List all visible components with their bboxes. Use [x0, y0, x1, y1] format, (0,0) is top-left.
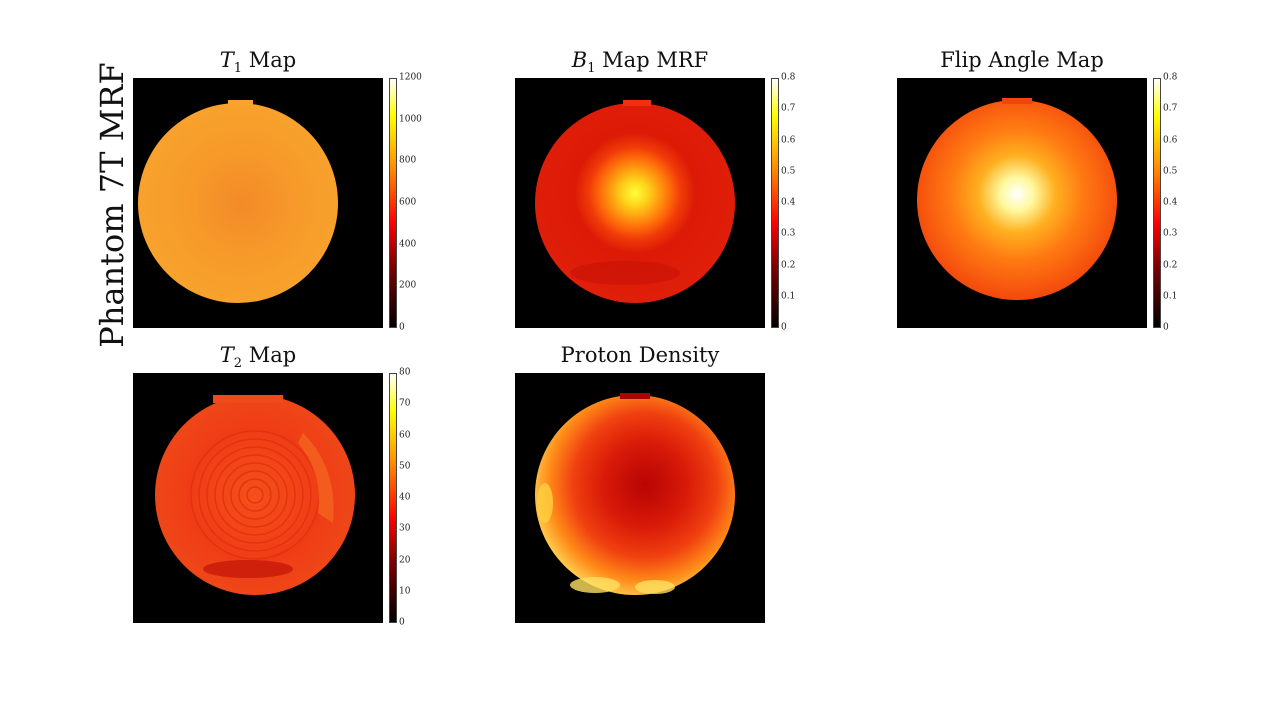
t2-colorbar-ticks: 80 70 60 50 40 30 20 10 0 [399, 368, 439, 627]
b1-map-image [515, 78, 765, 328]
colorbar-tick: 0.7 [1163, 103, 1178, 114]
colorbar-tick: 20 [399, 555, 411, 565]
t2-map-title: T2 Map [219, 343, 297, 372]
colorbar-tick: 0.5 [781, 166, 796, 177]
colorbar-tick: 600 [399, 197, 417, 208]
colorbar-tick: 800 [399, 155, 417, 166]
colorbar-tick: 70 [399, 398, 411, 409]
t2-colorbar [389, 373, 397, 623]
colorbar-tick: 0.6 [1163, 135, 1178, 145]
colorbar-tick: 0.7 [781, 103, 796, 114]
proton-density-phantom-disc [535, 395, 735, 595]
colorbar-tick: 0 [781, 322, 787, 333]
colorbar-tick: 0.8 [1163, 72, 1178, 83]
flip-phantom-disc [917, 100, 1117, 300]
colorbar-tick: 10 [399, 586, 411, 597]
colorbar-tick: 60 [399, 430, 411, 440]
proton-density-title: Proton Density [560, 343, 720, 367]
proton-density-image [515, 373, 765, 623]
b1-phantom-disc [535, 103, 735, 303]
b1-colorbar [771, 78, 779, 328]
row-label: Phantom 7T MRF [93, 62, 131, 348]
t1-colorbar [389, 78, 397, 328]
t1-colorbar-ticks: 1200 1000 800 600 400 200 0 [399, 73, 439, 332]
colorbar-tick: 1000 [399, 114, 422, 125]
colorbar-tick: 0 [399, 617, 405, 628]
t1-phantom-disc [138, 103, 338, 303]
colorbar-tick: 0.2 [1163, 260, 1178, 270]
colorbar-tick: 1200 [399, 72, 422, 83]
colorbar-tick: 0.4 [1163, 197, 1178, 208]
flip-angle-colorbar-ticks: 0.8 0.7 0.6 0.5 0.4 0.3 0.2 0.1 0 [1163, 73, 1203, 332]
colorbar-tick: 80 [399, 367, 411, 378]
colorbar-tick: 0.4 [781, 197, 796, 208]
colorbar-tick: 0.6 [781, 135, 796, 145]
t2-map-image [133, 373, 383, 623]
colorbar-tick: 0.2 [781, 260, 796, 270]
colorbar-tick: 40 [399, 492, 411, 503]
colorbar-tick: 0 [1163, 322, 1169, 333]
colorbar-tick: 0.1 [781, 291, 796, 302]
colorbar-tick: 0.3 [781, 228, 796, 239]
colorbar-tick: 0 [399, 322, 405, 333]
colorbar-tick: 30 [399, 523, 411, 534]
flip-angle-colorbar [1153, 78, 1161, 328]
colorbar-tick: 50 [399, 461, 411, 472]
t1-map-image [133, 78, 383, 328]
b1-map-title: B1 Map MRF [571, 48, 709, 77]
colorbar-tick: 0.1 [1163, 291, 1178, 302]
flip-angle-map-title: Flip Angle Map [940, 48, 1104, 72]
t1-map-title: T1 Map [219, 48, 297, 77]
flip-angle-map-image [897, 78, 1147, 328]
b1-colorbar-ticks: 0.8 0.7 0.6 0.5 0.4 0.3 0.2 0.1 0 [781, 73, 821, 332]
colorbar-tick: 0.3 [1163, 228, 1178, 239]
colorbar-tick: 200 [399, 280, 417, 291]
colorbar-tick: 0.5 [1163, 166, 1178, 177]
colorbar-tick: 0.8 [781, 72, 796, 83]
colorbar-tick: 400 [399, 239, 417, 250]
